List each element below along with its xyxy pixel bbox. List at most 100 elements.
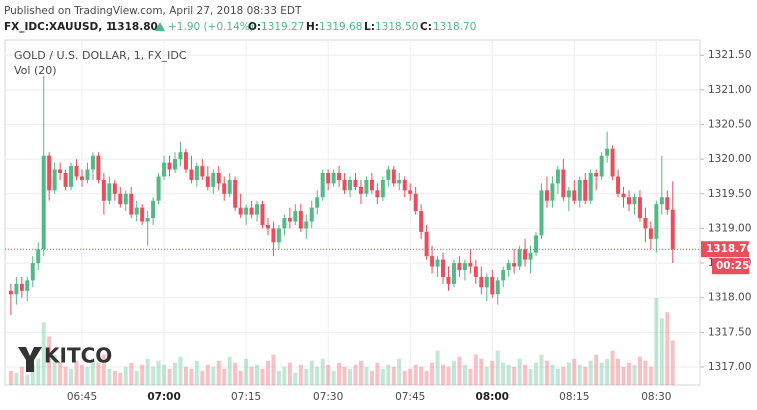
candle-body xyxy=(577,179,582,201)
candle-body xyxy=(69,166,74,187)
volume-bar xyxy=(665,312,670,385)
change: +1.90 (+0.14%) xyxy=(168,21,254,33)
y-tick-label: 1317.00 xyxy=(708,361,751,373)
volume-bar xyxy=(484,366,489,385)
volume-bar xyxy=(36,358,41,385)
volume-bar xyxy=(129,362,134,385)
h-label: H: xyxy=(306,21,319,33)
volume-bar xyxy=(539,354,544,385)
candle-body xyxy=(495,280,500,295)
x-tick-label: 07:30 xyxy=(313,391,343,403)
volume-bar xyxy=(249,366,254,385)
volume-bar xyxy=(501,362,506,385)
candle-body xyxy=(41,155,46,250)
volume-bar xyxy=(320,358,325,385)
volume-bar xyxy=(605,358,610,385)
candle-body xyxy=(364,179,369,194)
volume-bar xyxy=(14,372,19,385)
volume-bar xyxy=(8,370,13,385)
y-tick-label: 1319.50 xyxy=(708,188,751,200)
candle-body xyxy=(194,166,199,180)
volume-bar xyxy=(446,366,451,385)
candle-body xyxy=(134,207,139,215)
volume-bar xyxy=(140,364,145,385)
candle-body xyxy=(276,228,281,243)
volume-bar xyxy=(265,360,270,385)
volume-bar xyxy=(550,364,555,385)
candle-body xyxy=(610,148,615,177)
price: 1318.80 xyxy=(110,21,158,33)
volume-bar xyxy=(413,364,418,385)
candle-body xyxy=(534,235,539,253)
candle-body xyxy=(118,193,123,205)
candle-body xyxy=(25,280,30,291)
candle-body xyxy=(391,169,396,184)
candle-body xyxy=(342,179,347,191)
x-tick-label: 08:30 xyxy=(641,391,671,403)
candle-body xyxy=(129,193,134,215)
volume-bar xyxy=(594,354,599,385)
candle-body xyxy=(74,166,79,177)
candle-body xyxy=(490,276,495,295)
candle-body xyxy=(523,249,528,260)
volume-bar xyxy=(386,364,391,385)
volume-bar xyxy=(145,358,150,385)
candle-body xyxy=(594,173,599,177)
volume-bar xyxy=(659,318,664,385)
volume-bar xyxy=(216,360,221,385)
volume-bar xyxy=(271,354,276,385)
volume-bar xyxy=(583,366,588,385)
volume-bar xyxy=(555,368,560,385)
volume-bar xyxy=(96,362,101,385)
volume-bar xyxy=(473,354,478,385)
candle-body xyxy=(583,179,588,201)
volume-bar xyxy=(30,364,35,385)
volume-bar xyxy=(419,366,424,385)
volume-bar xyxy=(101,354,106,385)
volume-bar xyxy=(506,364,511,385)
candle-body xyxy=(162,162,167,177)
l-label: L: xyxy=(364,21,375,33)
volume-bar xyxy=(304,368,309,385)
candle-body xyxy=(107,183,112,201)
volume-bar xyxy=(517,358,522,385)
volume-bar xyxy=(627,362,631,385)
volume-bar xyxy=(397,358,402,385)
candle-body xyxy=(375,190,380,198)
candle-body xyxy=(222,183,227,194)
candle-body xyxy=(36,249,41,264)
volume-bar xyxy=(90,358,95,385)
volume-bar xyxy=(512,366,517,385)
candle-body xyxy=(58,169,63,174)
candle-body xyxy=(451,263,456,284)
candle-body xyxy=(479,276,484,288)
candle-body xyxy=(616,176,621,194)
volume-bar xyxy=(572,358,577,385)
volume-bar xyxy=(326,364,331,385)
volume-bar xyxy=(599,362,604,385)
candle-body xyxy=(539,190,544,236)
candle-body xyxy=(468,263,473,267)
candle-body xyxy=(271,228,276,243)
c-label: C: xyxy=(420,21,432,33)
x-tick-label: 06:45 xyxy=(67,391,97,403)
candle-body xyxy=(63,173,68,187)
candle-body xyxy=(528,252,533,260)
volume-bar xyxy=(358,360,363,385)
up-arrow xyxy=(155,22,165,31)
x-tick-label: 07:00 xyxy=(147,391,180,403)
y-tick-label: 1320.50 xyxy=(708,119,751,131)
candle-body xyxy=(358,186,363,194)
candle-body xyxy=(167,162,172,170)
last-price-box xyxy=(701,241,749,258)
candle-body xyxy=(96,155,101,180)
candle-body xyxy=(47,155,52,191)
candle-body xyxy=(265,224,270,229)
candle-body xyxy=(621,193,626,198)
candle-body xyxy=(183,152,188,170)
candle-body xyxy=(435,259,440,267)
candle-body xyxy=(402,179,407,191)
candle-body xyxy=(233,179,238,208)
volume-bar xyxy=(462,364,467,385)
candle-body xyxy=(255,204,260,215)
